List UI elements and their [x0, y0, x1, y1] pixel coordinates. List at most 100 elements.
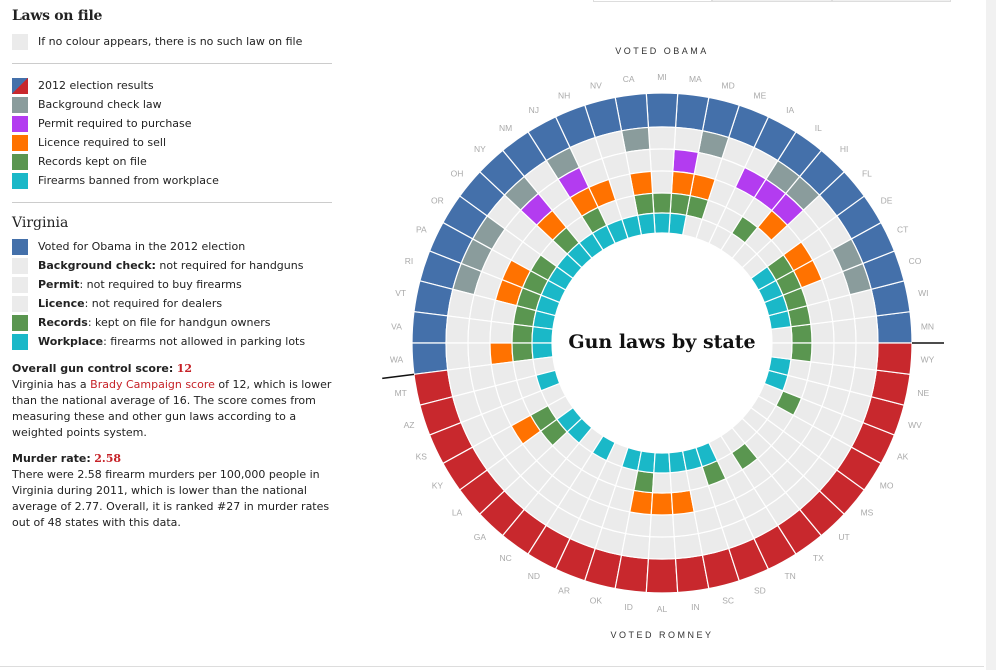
cell-ID-records[interactable]: [633, 469, 655, 494]
state-label-GA[interactable]: GA: [474, 532, 487, 542]
tab-3[interactable]: [831, 0, 951, 2]
cell-ID-permit[interactable]: [624, 511, 652, 538]
state-label-KY[interactable]: KY: [432, 481, 444, 491]
cell-VA-election[interactable]: [411, 310, 449, 344]
state-label-MA[interactable]: MA: [689, 74, 702, 84]
state-label-IL[interactable]: IL: [815, 123, 822, 133]
state-label-KS[interactable]: KS: [416, 451, 428, 461]
state-label-ME[interactable]: ME: [754, 91, 767, 101]
cell-MN-background[interactable]: [853, 315, 879, 344]
state-label-UT[interactable]: UT: [838, 532, 849, 542]
state-label-LA[interactable]: LA: [452, 508, 463, 518]
brady-campaign-link[interactable]: Brady Campaign score: [90, 378, 215, 391]
scrollbar[interactable]: [986, 0, 996, 670]
cell-MI-election[interactable]: [645, 92, 679, 129]
cell-AL-election[interactable]: [645, 557, 679, 594]
cell-WY-workplace[interactable]: [770, 342, 793, 360]
cell-MN-licence[interactable]: [810, 320, 835, 344]
state-label-OH[interactable]: OH: [451, 168, 464, 178]
state-label-NH[interactable]: NH: [558, 91, 570, 101]
state-label-IA[interactable]: IA: [786, 105, 794, 115]
cell-WY-election[interactable]: [875, 342, 913, 376]
state-label-CA[interactable]: CA: [623, 74, 635, 84]
cell-VA-background[interactable]: [445, 315, 471, 344]
cell-ID-background[interactable]: [620, 532, 651, 560]
state-label-PA[interactable]: PA: [416, 225, 427, 235]
state-label-SD[interactable]: SD: [754, 585, 766, 595]
state-label-AZ[interactable]: AZ: [404, 420, 415, 430]
cell-WA-election[interactable]: [411, 342, 449, 376]
state-label-AK[interactable]: AK: [897, 451, 909, 461]
state-label-CT[interactable]: CT: [897, 225, 908, 235]
state-label-MT[interactable]: MT: [395, 388, 407, 398]
cell-MA-election[interactable]: [674, 92, 710, 132]
cell-VA-workplace[interactable]: [531, 326, 554, 344]
cell-WY-background[interactable]: [853, 342, 879, 371]
state-label-FL[interactable]: FL: [862, 168, 872, 178]
cell-MA-licence[interactable]: [670, 170, 695, 197]
state-label-NE[interactable]: NE: [917, 388, 929, 398]
state-label-CO[interactable]: CO: [909, 256, 922, 266]
cell-MI-permit[interactable]: [649, 148, 675, 172]
state-label-NJ[interactable]: NJ: [529, 105, 539, 115]
state-label-NC[interactable]: NC: [500, 553, 512, 563]
state-label-WV[interactable]: WV: [908, 420, 922, 430]
state-label-MI[interactable]: MI: [657, 72, 666, 82]
cell-WY-licence[interactable]: [810, 342, 835, 366]
state-label-RI[interactable]: RI: [405, 256, 414, 266]
state-label-TN[interactable]: TN: [784, 571, 795, 581]
cell-WY-records[interactable]: [790, 342, 813, 363]
state-label-DE[interactable]: DE: [881, 195, 893, 205]
state-label-MD[interactable]: MD: [722, 80, 735, 90]
cell-AL-records[interactable]: [651, 472, 673, 494]
state-label-IN[interactable]: IN: [691, 602, 700, 612]
state-label-OK[interactable]: OK: [590, 596, 603, 606]
state-label-AL[interactable]: AL: [657, 604, 668, 614]
cell-MA-records[interactable]: [669, 192, 691, 217]
state-label-ND[interactable]: ND: [528, 571, 540, 581]
state-label-WY[interactable]: WY: [921, 355, 935, 365]
cell-AL-workplace[interactable]: [653, 452, 671, 474]
cell-WA-licence[interactable]: [489, 342, 514, 366]
state-label-NY[interactable]: NY: [474, 144, 486, 154]
cell-MA-workplace[interactable]: [668, 212, 688, 236]
cell-MN-permit[interactable]: [831, 318, 857, 344]
cell-AL-permit[interactable]: [649, 514, 675, 538]
cell-WY-permit[interactable]: [831, 342, 857, 368]
state-label-WI[interactable]: WI: [918, 288, 928, 298]
cell-VA-permit[interactable]: [467, 318, 493, 344]
state-label-NM[interactable]: NM: [499, 123, 512, 133]
state-label-MO[interactable]: MO: [880, 481, 894, 491]
state-label-SC[interactable]: SC: [722, 596, 734, 606]
cell-MI-workplace[interactable]: [653, 212, 671, 234]
state-label-MN[interactable]: MN: [921, 321, 934, 331]
tab-2[interactable]: [712, 0, 832, 2]
cell-WA-records[interactable]: [511, 342, 534, 363]
cell-MA-background[interactable]: [673, 126, 704, 154]
cell-MN-records[interactable]: [790, 323, 813, 344]
cell-ID-licence[interactable]: [629, 489, 654, 516]
cell-MI-background[interactable]: [647, 126, 677, 151]
cell-CA-background[interactable]: [620, 126, 651, 154]
state-label-ID[interactable]: ID: [624, 602, 633, 612]
state-label-NV[interactable]: NV: [590, 80, 602, 90]
cell-VA-licence[interactable]: [489, 320, 514, 344]
cell-AL-background[interactable]: [647, 535, 677, 560]
cell-IN-background[interactable]: [673, 532, 704, 560]
state-label-VA[interactable]: VA: [391, 321, 402, 331]
cell-MI-records[interactable]: [651, 192, 673, 214]
cell-WA-permit[interactable]: [467, 342, 493, 368]
state-label-AR[interactable]: AR: [558, 585, 570, 595]
state-label-WA[interactable]: WA: [390, 355, 404, 365]
state-label-HI[interactable]: HI: [840, 144, 849, 154]
state-label-VT[interactable]: VT: [395, 288, 406, 298]
state-label-MS[interactable]: MS: [861, 508, 874, 518]
cell-ID-workplace[interactable]: [636, 450, 656, 474]
cell-WA-background[interactable]: [445, 342, 471, 371]
cell-VA-records[interactable]: [511, 323, 534, 344]
cell-MI-licence[interactable]: [650, 170, 674, 194]
cell-MA-permit[interactable]: [672, 148, 700, 175]
cell-MN-election[interactable]: [875, 310, 913, 344]
cell-AL-licence[interactable]: [650, 492, 674, 516]
cell-ID-election[interactable]: [614, 554, 650, 594]
